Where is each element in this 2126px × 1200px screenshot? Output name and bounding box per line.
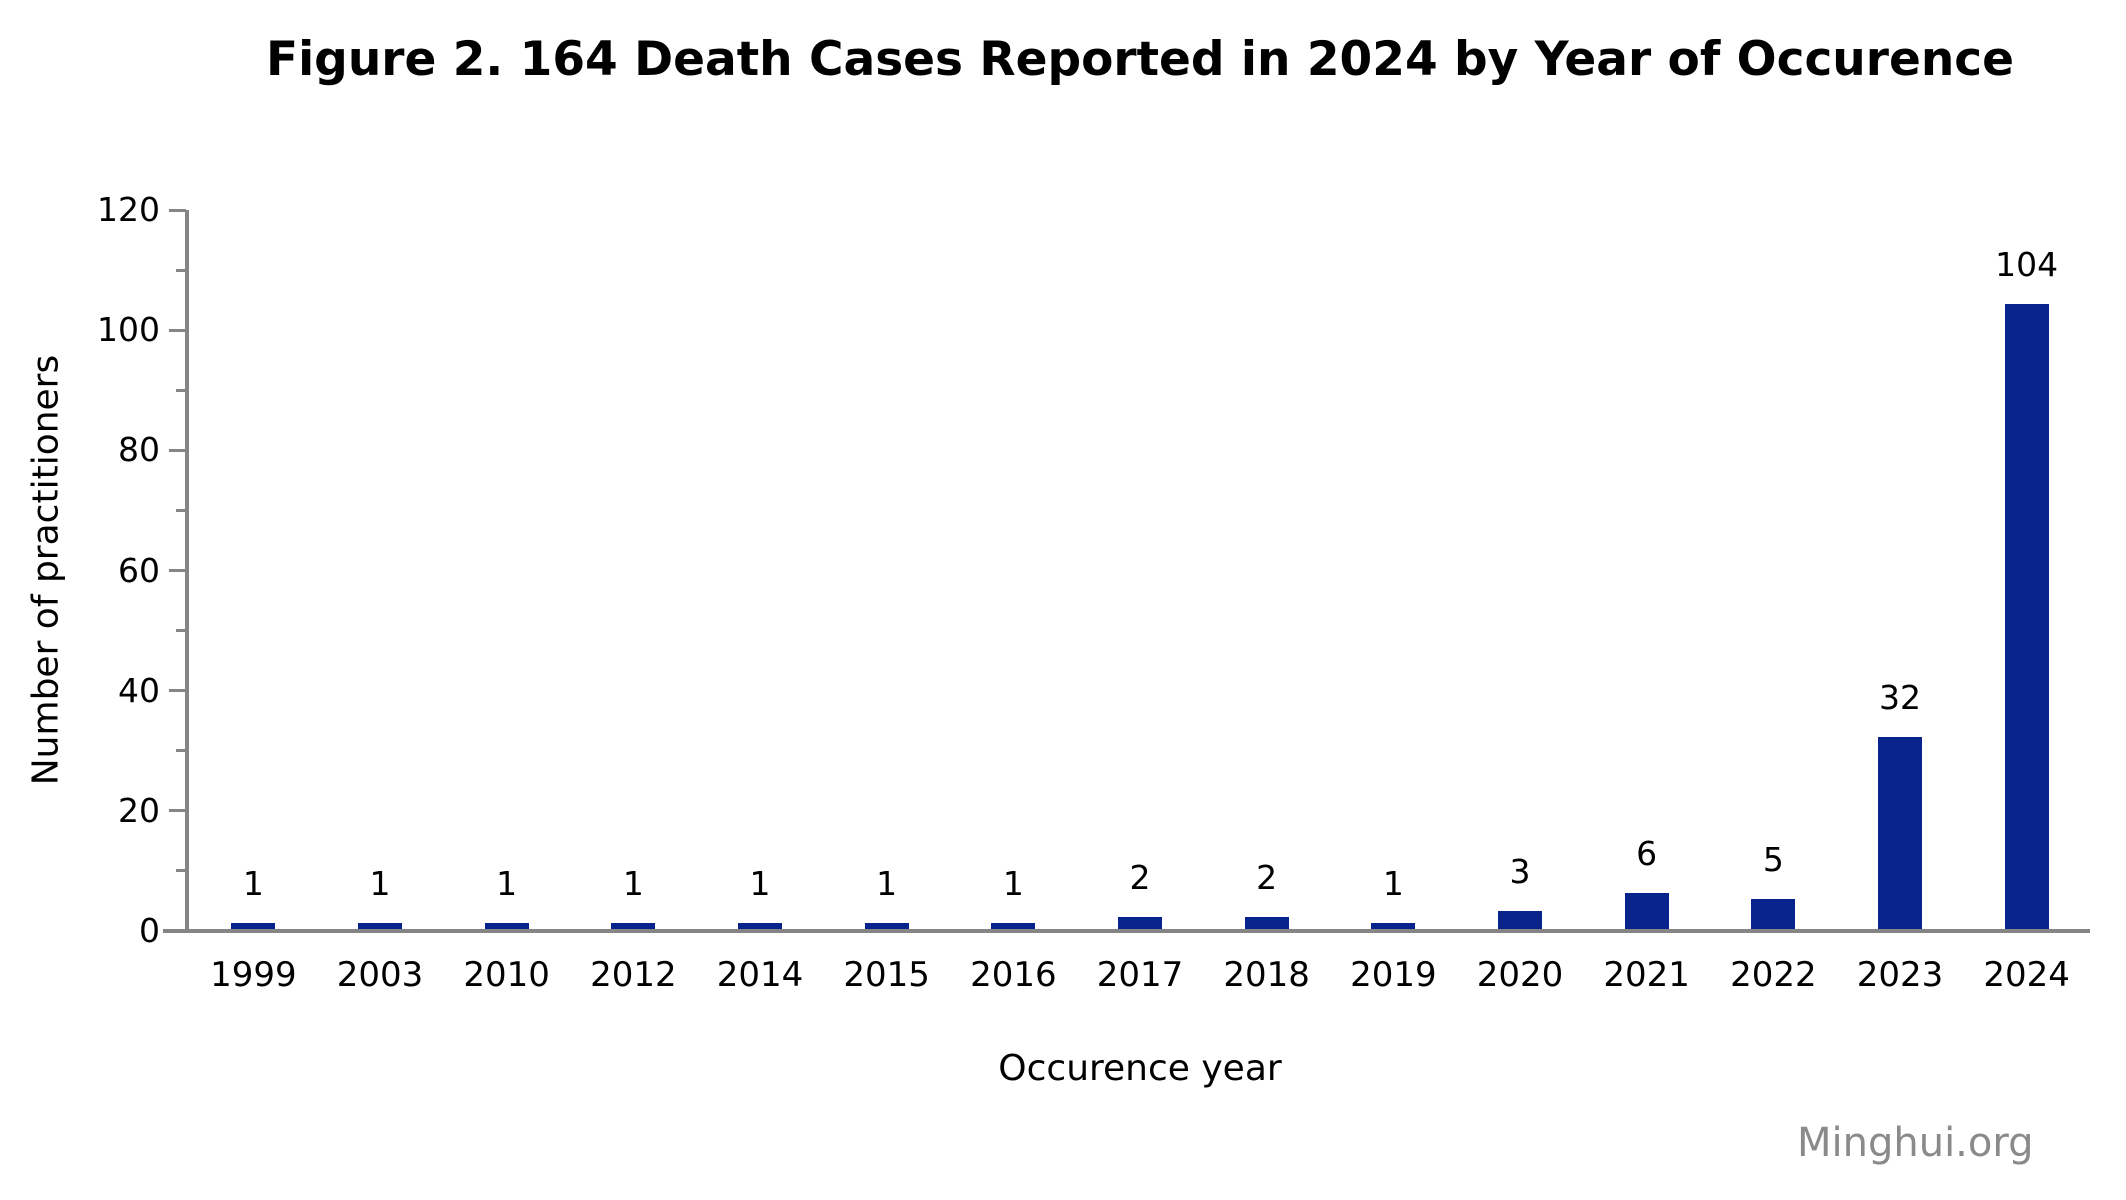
bar — [1878, 737, 1922, 929]
x-tick-label: 2020 — [1476, 955, 1564, 995]
bar — [1371, 923, 1416, 929]
bar — [358, 923, 402, 929]
x-tick-label: 2016 — [970, 955, 1057, 995]
y-axis-line — [185, 210, 189, 933]
bar — [1624, 893, 1669, 929]
y-tick-label: 120 — [97, 190, 160, 229]
bar-value-label: 1 — [622, 864, 644, 903]
y-minor-tick — [176, 629, 186, 633]
y-minor-tick — [176, 388, 186, 392]
x-axis-line — [163, 929, 2090, 933]
bar-value-label: 104 — [1995, 245, 2059, 284]
x-tick-label: 2022 — [1730, 955, 1817, 995]
bar-value-label: 2 — [1129, 858, 1151, 897]
y-minor-tick — [176, 508, 186, 512]
bar-value-label: 1 — [242, 864, 264, 903]
bar-value-label: 1 — [1382, 864, 1404, 903]
y-tick-label: 40 — [118, 670, 160, 710]
bar-value-label: 5 — [1762, 840, 1784, 879]
x-tick-label: 2018 — [1223, 955, 1310, 995]
bar — [991, 923, 1036, 929]
x-tick-label: 2024 — [1983, 955, 2070, 995]
x-tick-label: 2017 — [1096, 955, 1184, 995]
x-tick-label: 2010 — [463, 955, 550, 995]
y-major-tick — [169, 809, 186, 813]
y-major-tick — [169, 569, 186, 572]
x-tick-label: 2012 — [590, 955, 677, 995]
x-tick-label: 2014 — [716, 955, 804, 995]
x-tick-label: 1999 — [210, 955, 297, 995]
y-tick-label: 100 — [97, 310, 160, 350]
x-tick-label: 2015 — [843, 955, 930, 995]
y-minor-tick — [176, 749, 186, 753]
bar — [1751, 899, 1796, 929]
chart-title: Figure 2. 164 Death Cases Reported in 20… — [265, 32, 2015, 87]
y-major-tick — [169, 689, 186, 693]
y-tick-label: 0 — [139, 911, 160, 950]
y-tick-label: 60 — [118, 550, 160, 590]
x-tick-label: 2023 — [1856, 955, 1944, 995]
bar-value-label: 32 — [1879, 678, 1921, 717]
bar-value-label: 2 — [1256, 858, 1278, 897]
bar-value-label: 1 — [496, 864, 518, 903]
bar — [484, 923, 529, 929]
bar — [611, 923, 656, 929]
x-axis-title: Occurence year — [998, 1048, 1282, 1089]
y-major-tick — [169, 208, 186, 212]
y-minor-tick — [176, 869, 186, 873]
x-tick-label: 2021 — [1603, 955, 1690, 995]
x-tick-label: 2003 — [336, 955, 424, 995]
watermark-text: Minghui.org — [1797, 1120, 2034, 1166]
bar-value-label: 3 — [1509, 852, 1531, 891]
bar — [1498, 911, 1542, 929]
bar-value-label: 1 — [749, 864, 771, 903]
bar-value-label: 6 — [1636, 834, 1658, 873]
y-tick-label: 20 — [118, 790, 160, 830]
bar-value-label: 1 — [369, 864, 391, 903]
bar — [1118, 917, 1162, 929]
bar — [864, 923, 909, 929]
x-tick-label: 2019 — [1350, 955, 1437, 995]
bar — [231, 923, 276, 929]
bar — [1244, 917, 1289, 929]
bar-value-label: 1 — [1002, 864, 1024, 903]
y-major-tick — [169, 328, 186, 332]
bar-value-label: 1 — [876, 864, 898, 903]
bar — [738, 923, 782, 929]
bar — [2004, 304, 2049, 929]
y-minor-tick — [176, 268, 186, 272]
y-major-tick — [169, 448, 186, 452]
y-tick-label: 80 — [118, 430, 160, 470]
